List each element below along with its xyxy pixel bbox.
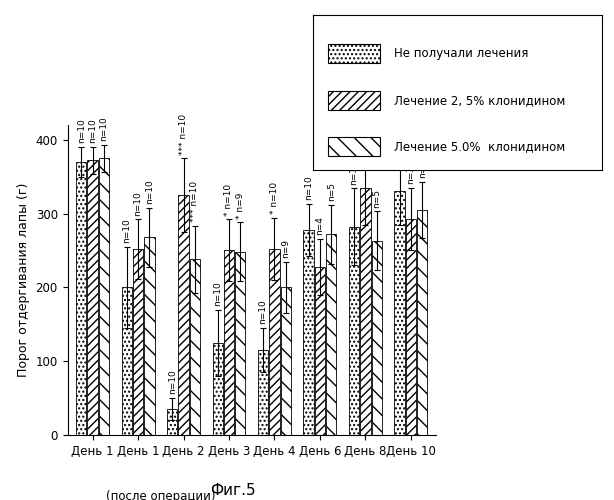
Text: n=10: n=10	[133, 191, 142, 216]
Text: n=10: n=10	[145, 179, 154, 204]
Text: n=10: n=10	[304, 176, 313, 201]
Text: n=10: n=10	[258, 300, 268, 324]
Text: n=5: n=5	[327, 182, 336, 201]
Bar	[258, 350, 268, 435]
Bar	[179, 195, 188, 435]
Text: n=10: n=10	[349, 160, 359, 185]
Text: n=10: n=10	[99, 116, 109, 141]
Bar	[122, 288, 132, 435]
Text: n=10: n=10	[77, 118, 86, 144]
Bar	[190, 260, 200, 435]
Text: n=4: n=4	[361, 128, 370, 147]
Bar	[270, 249, 279, 435]
Text: (после операции): (после операции)	[106, 490, 216, 500]
Text: n=5: n=5	[418, 159, 427, 178]
Text: *** n=10: *** n=10	[179, 114, 188, 154]
Text: Лечение 2, 5% клонидином: Лечение 2, 5% клонидином	[394, 94, 565, 107]
Bar	[281, 288, 291, 435]
Bar	[99, 158, 109, 435]
Text: n=10: n=10	[122, 218, 131, 243]
Bar	[371, 241, 382, 435]
FancyBboxPatch shape	[328, 91, 379, 110]
Text: n=10: n=10	[213, 281, 222, 306]
Bar	[315, 266, 325, 435]
FancyBboxPatch shape	[328, 44, 379, 63]
Text: *** n=10: *** n=10	[190, 182, 200, 222]
Bar	[224, 250, 234, 435]
Bar	[133, 249, 143, 435]
Text: * n=9: * n=9	[236, 192, 245, 218]
Bar	[326, 234, 336, 435]
Bar	[394, 192, 405, 435]
Bar	[235, 252, 246, 435]
Bar	[167, 409, 177, 435]
Text: Лечение 5.0%  клонидином: Лечение 5.0% клонидином	[394, 140, 565, 153]
Text: n=10: n=10	[88, 118, 97, 144]
Text: Не получали лечения: Не получали лечения	[394, 48, 528, 60]
Text: n=10: n=10	[395, 130, 404, 154]
Bar	[144, 237, 155, 435]
Text: * n=10: * n=10	[225, 184, 233, 216]
FancyBboxPatch shape	[328, 138, 379, 156]
Bar	[212, 342, 223, 435]
Y-axis label: Порог отдергивания лапы (г): Порог отдергивания лапы (г)	[17, 183, 30, 377]
Bar	[406, 218, 416, 435]
Text: n=4: n=4	[316, 216, 324, 235]
Text: n=10: n=10	[168, 370, 177, 394]
Bar	[87, 160, 98, 435]
Bar	[303, 230, 314, 435]
Bar	[360, 188, 371, 435]
Text: n=5: n=5	[372, 188, 381, 208]
Bar	[76, 162, 87, 435]
Text: * n=10: * n=10	[270, 182, 279, 214]
Text: n=9: n=9	[281, 239, 290, 258]
Text: n=3: n=3	[406, 165, 416, 184]
Bar	[417, 210, 427, 435]
Bar	[349, 227, 359, 435]
Text: Фиг.5: Фиг.5	[211, 483, 256, 498]
